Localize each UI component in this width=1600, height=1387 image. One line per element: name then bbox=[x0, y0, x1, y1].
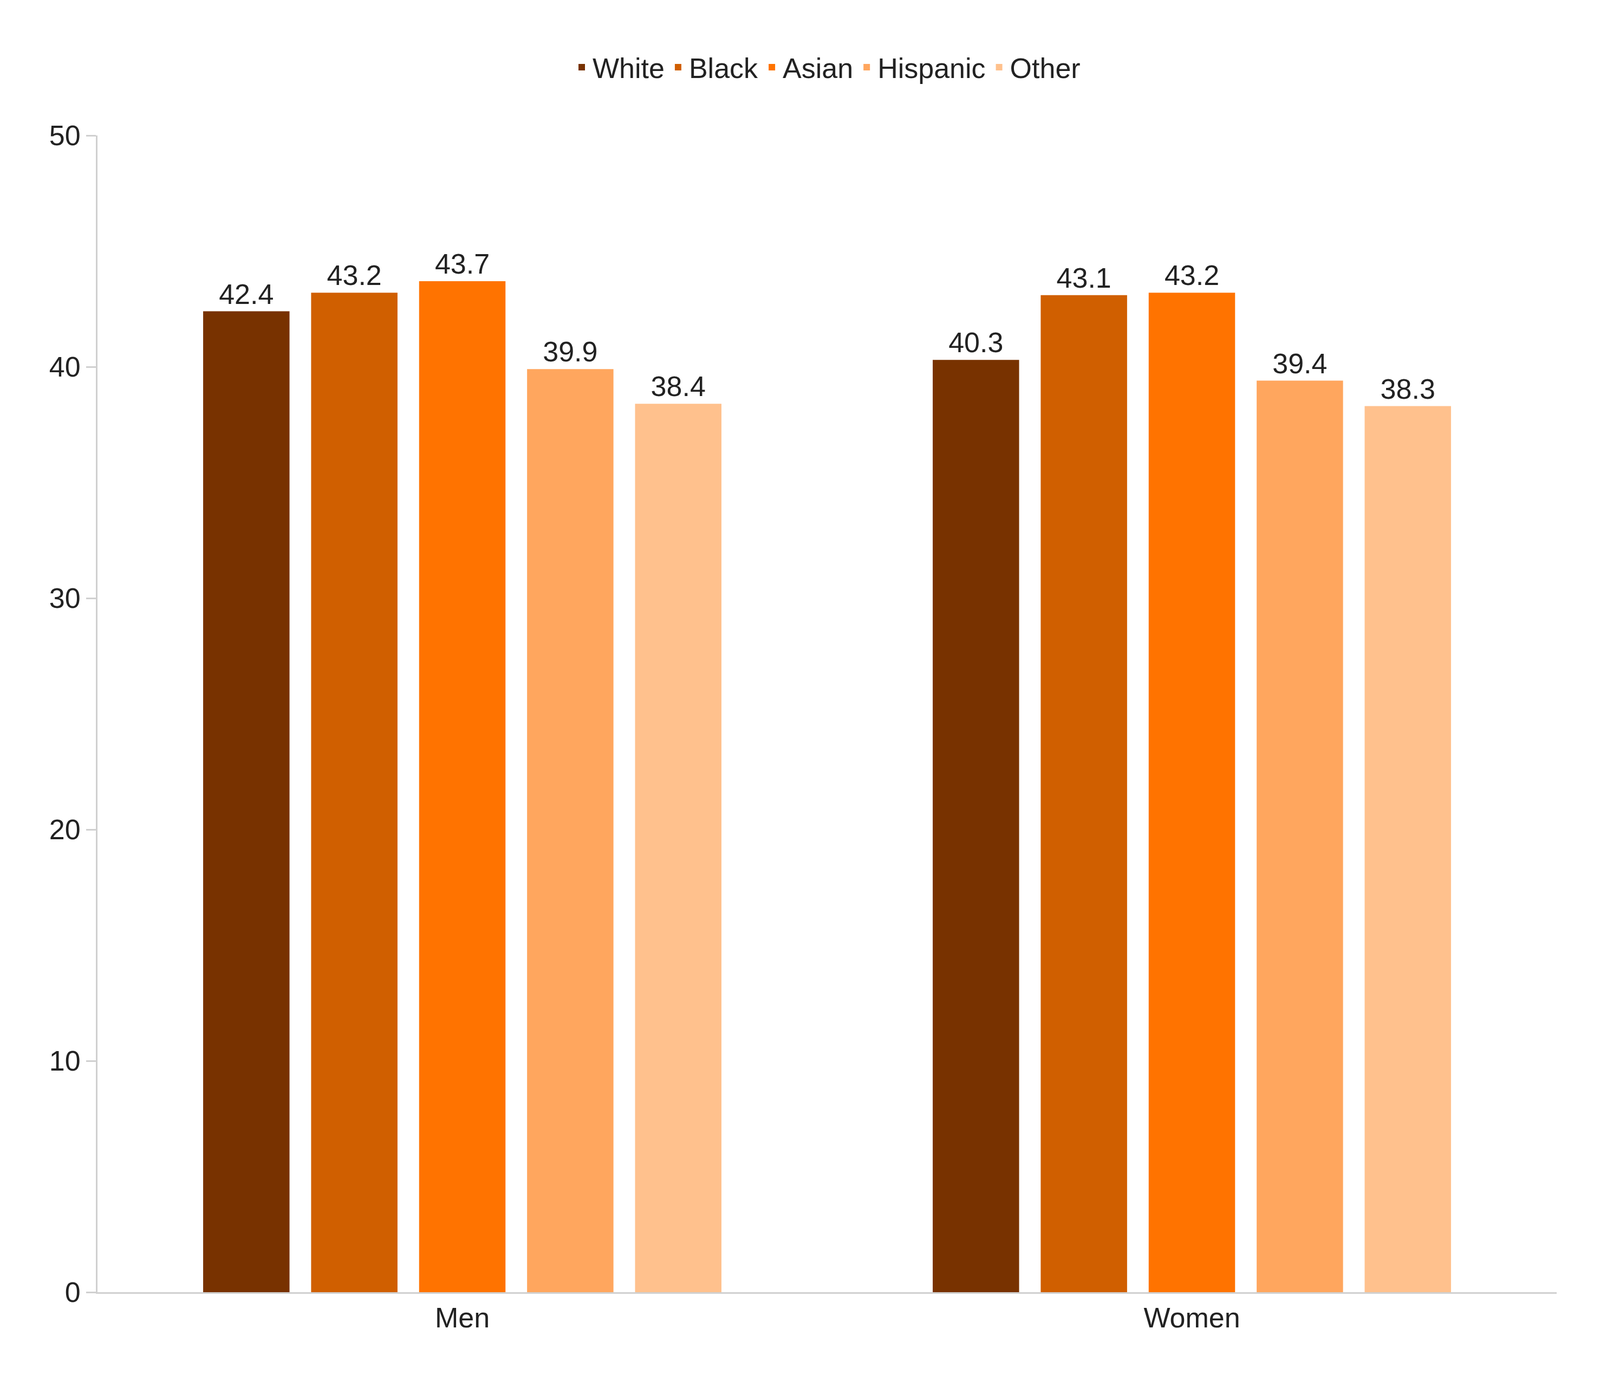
svg-text:43.2: 43.2 bbox=[1164, 259, 1220, 291]
svg-text:38.3: 38.3 bbox=[1380, 373, 1436, 405]
svg-text:White: White bbox=[592, 52, 665, 84]
svg-text:30: 30 bbox=[49, 582, 81, 614]
svg-text:43.2: 43.2 bbox=[327, 259, 382, 291]
svg-text:40.3: 40.3 bbox=[948, 326, 1004, 359]
svg-text:40: 40 bbox=[49, 350, 81, 383]
svg-text:Hispanic: Hispanic bbox=[877, 52, 986, 84]
svg-text:Men: Men bbox=[434, 1301, 490, 1333]
svg-text:42.4: 42.4 bbox=[218, 278, 274, 310]
svg-text:Other: Other bbox=[1010, 52, 1081, 84]
svg-text:Women: Women bbox=[1143, 1301, 1240, 1333]
svg-text:39.4: 39.4 bbox=[1272, 347, 1328, 380]
svg-text:43.1: 43.1 bbox=[1056, 262, 1112, 294]
svg-text:Asian: Asian bbox=[782, 52, 854, 84]
svg-text:38.4: 38.4 bbox=[651, 370, 706, 402]
svg-text:20: 20 bbox=[49, 813, 81, 845]
svg-text:39.9: 39.9 bbox=[542, 335, 598, 368]
svg-text:Black: Black bbox=[688, 52, 759, 84]
svg-text:10: 10 bbox=[49, 1044, 81, 1077]
svg-text:43.7: 43.7 bbox=[434, 248, 490, 280]
svg-text:0: 0 bbox=[64, 1276, 81, 1308]
svg-text:50: 50 bbox=[49, 119, 81, 152]
